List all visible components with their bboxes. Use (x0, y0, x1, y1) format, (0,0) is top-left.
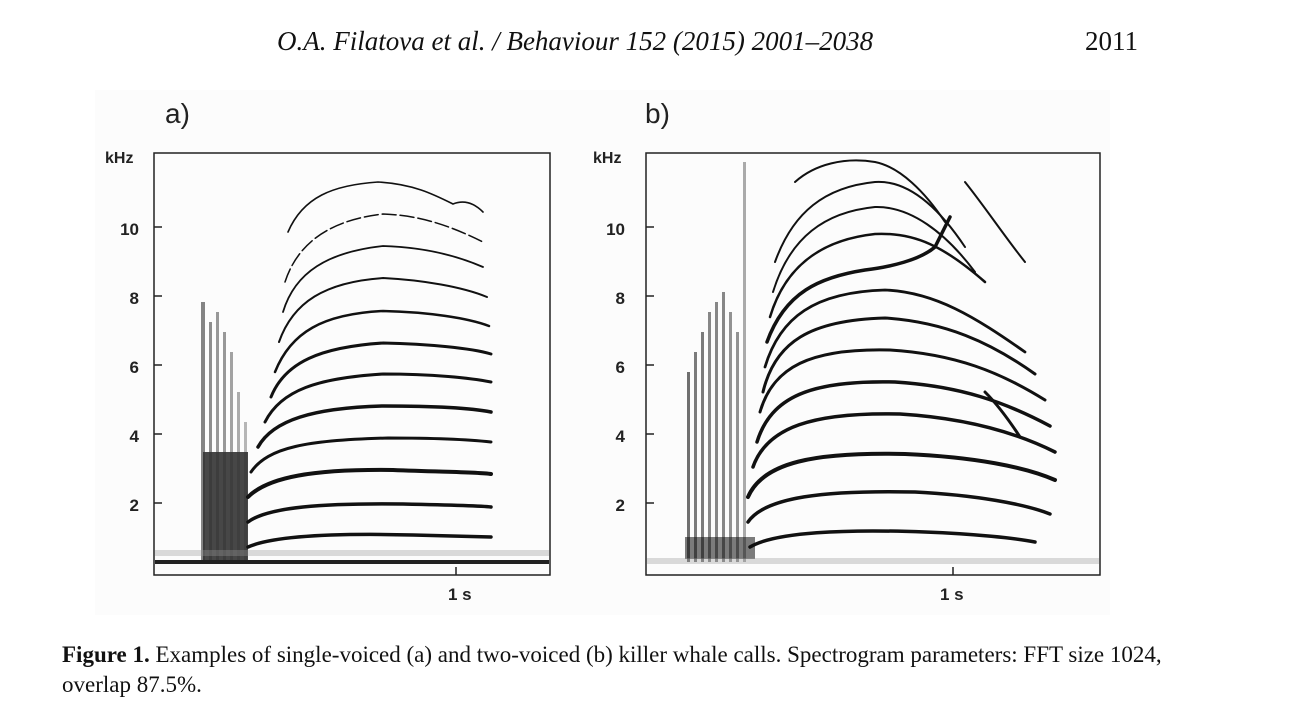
y-tick-b-8: 8 (615, 289, 625, 308)
y-tick-b-2: 2 (615, 496, 625, 515)
spectrogram-a (153, 152, 551, 576)
caption-text: Examples of single-voiced (a) and two-vo… (62, 642, 1162, 697)
y-tick-b-4: 4 (615, 427, 625, 446)
x-tick-b-1s: 1 s (940, 585, 964, 604)
y-tick-a-4: 4 (129, 427, 139, 446)
panel-label-b: b) (645, 98, 670, 129)
figure-1: a) kHz 2 4 6 8 10 1 s (95, 90, 1110, 615)
spectrogram-b (645, 152, 1101, 576)
figure-label: Figure 1. (62, 642, 150, 667)
y-tick-b-10: 10 (606, 220, 625, 239)
y-tick-a-10: 10 (120, 220, 139, 239)
citation: O.A. Filatova et al. / Behaviour 152 (20… (277, 26, 874, 56)
y-axis-unit-a: kHz (105, 150, 134, 167)
y-tick-a-8: 8 (129, 289, 139, 308)
y-axis-unit-b: kHz (593, 150, 622, 167)
running-head: O.A. Filatova et al. / Behaviour 152 (20… (0, 22, 1299, 62)
page-number: 2011 (1085, 26, 1138, 56)
panel-label-a: a) (165, 98, 190, 129)
spectrogram-panel-b: b) kHz 2 4 6 8 10 1 s (585, 90, 1110, 615)
spectrogram-panel-a: a) kHz 2 4 6 8 10 1 s (95, 90, 565, 615)
y-tick-a-6: 6 (129, 358, 139, 377)
y-tick-b-6: 6 (615, 358, 625, 377)
y-tick-a-2: 2 (129, 496, 139, 515)
x-tick-a-1s: 1 s (448, 585, 472, 604)
figure-caption: Figure 1. Examples of single-voiced (a) … (62, 640, 1182, 700)
